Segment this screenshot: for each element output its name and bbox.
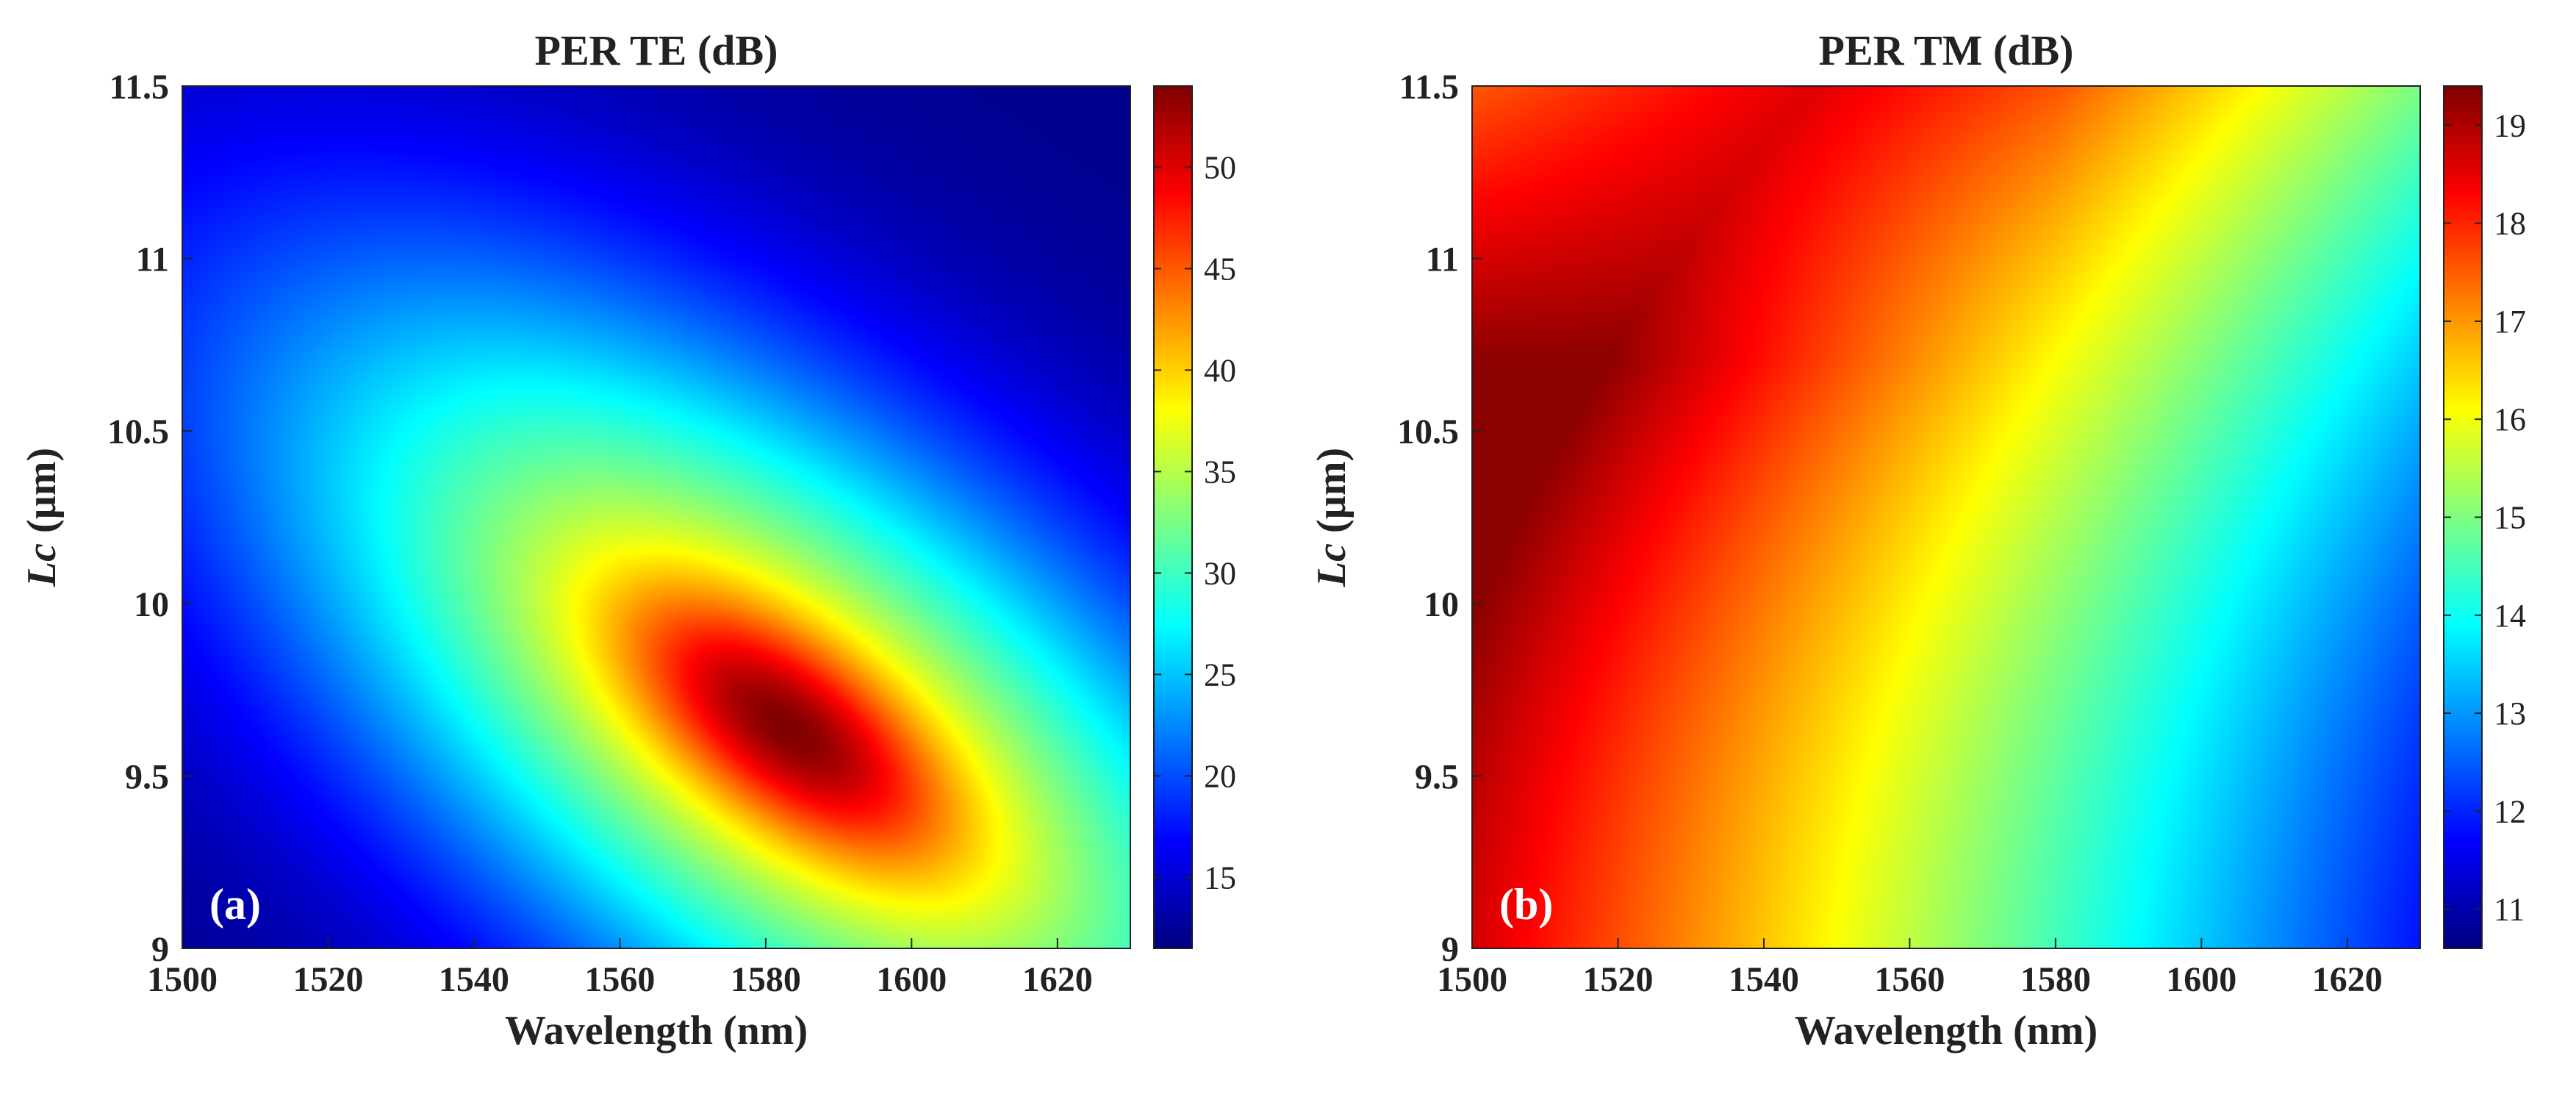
heatmap-surface-b: [1472, 86, 2420, 948]
plot-frame-a: [182, 85, 1131, 949]
panel-a-per-te: 1500 1520 1540 1560 1580 1600 162099.51010.511…: [19, 26, 1236, 1054]
x-axis-title-b: Wavelength (nm): [1795, 1008, 2098, 1054]
y-tick-label-a: 9.5: [125, 757, 169, 796]
plot-title-b: PER TM (dB): [1819, 26, 2074, 74]
colorbar-tick-label-b: 17: [2494, 304, 2526, 340]
y-axis-title-unit-a: (µm): [19, 448, 65, 543]
plot-title-a: PER TE (dB): [535, 26, 778, 74]
y-axis-title-italic-b: Lc: [1309, 543, 1355, 587]
x-tick-label-a: 1600: [876, 960, 947, 999]
colorbar-tick-label-b: 11: [2494, 892, 2525, 928]
y-axis-title-unit-b: (µm): [1309, 448, 1355, 543]
y-tick-label-b: 10: [1424, 585, 1459, 624]
y-tick-label-b: 9.5: [1415, 757, 1459, 796]
colorbar-tick-label-a: 15: [1204, 859, 1236, 895]
x-tick-label-a: 1500: [147, 960, 218, 999]
panel-label-a: (a): [209, 880, 261, 929]
y-tick-label-a: 11.5: [110, 68, 169, 107]
y-tick-label-a: 10: [134, 585, 169, 624]
colorbar-tick-label-b: 14: [2494, 598, 2526, 634]
x-tick-label-a: 1520: [293, 960, 363, 999]
colorbar-tick-label-a: 45: [1204, 251, 1236, 287]
colorbar-tick-label-a: 35: [1204, 454, 1236, 490]
y-tick-label-b: 11.5: [1399, 68, 1459, 107]
x-tick-label-a: 1560: [584, 960, 655, 999]
panel-label-b: (b): [1499, 880, 1553, 929]
x-tick-label-a: 1580: [731, 960, 801, 999]
y-tick-label-a: 9: [151, 930, 169, 969]
heatmap-surface-a: [182, 86, 1130, 948]
colorbar-tick-label-a: 30: [1204, 555, 1236, 591]
y-tick-label-b: 10.5: [1397, 412, 1459, 451]
colorbar-tick-label-b: 13: [2494, 695, 2526, 732]
y-axis-title-italic-a: Lc: [19, 543, 65, 587]
x-tick-label-b: 1520: [1582, 960, 1653, 999]
x-tick-label-b: 1540: [1729, 960, 1799, 999]
colorbar-tick-label-b: 12: [2494, 793, 2526, 829]
x-tick-label-b: 1500: [1437, 960, 1507, 999]
colorbar-tick-label-a: 50: [1204, 149, 1236, 185]
colorbar-tick-label-b: 19: [2494, 107, 2526, 143]
x-tick-label-a: 1540: [439, 960, 509, 999]
y-tick-label-b: 9: [1441, 930, 1459, 969]
y-axis-title-a: Lc (µm): [19, 448, 65, 587]
x-tick-label-b: 1620: [2312, 960, 2383, 999]
colorbar-tick-label-a: 40: [1204, 352, 1236, 388]
x-tick-label-b: 1580: [2020, 960, 2091, 999]
y-tick-label-a: 10.5: [107, 412, 169, 451]
colorbar-tick-label-b: 16: [2494, 401, 2526, 437]
y-tick-label-b: 11: [1426, 240, 1459, 279]
panel-b-per-tm: 1500 1520 1540 1560 1580 1600 1620 9 9.5 10 10.5 11…: [1309, 26, 2526, 1054]
y-tick-label-a: 11: [136, 240, 169, 279]
colorbar-tick-label-a: 25: [1204, 657, 1236, 693]
colorbar-a: [1153, 85, 1193, 949]
colorbar-tick-label-b: 15: [2494, 500, 2526, 536]
x-tick-label-a: 1620: [1022, 960, 1093, 999]
x-tick-label-b: 1560: [1874, 960, 1945, 999]
y-axis-title-b: Lc (µm): [1309, 448, 1355, 587]
x-axis-title-a: Wavelength (nm): [505, 1008, 808, 1054]
colorbar-tick-label-b: 18: [2494, 206, 2526, 242]
colorbar-tick-label-a: 20: [1204, 758, 1236, 794]
x-tick-label-b: 1600: [2166, 960, 2236, 999]
plot-frame-b: [1471, 85, 2421, 949]
